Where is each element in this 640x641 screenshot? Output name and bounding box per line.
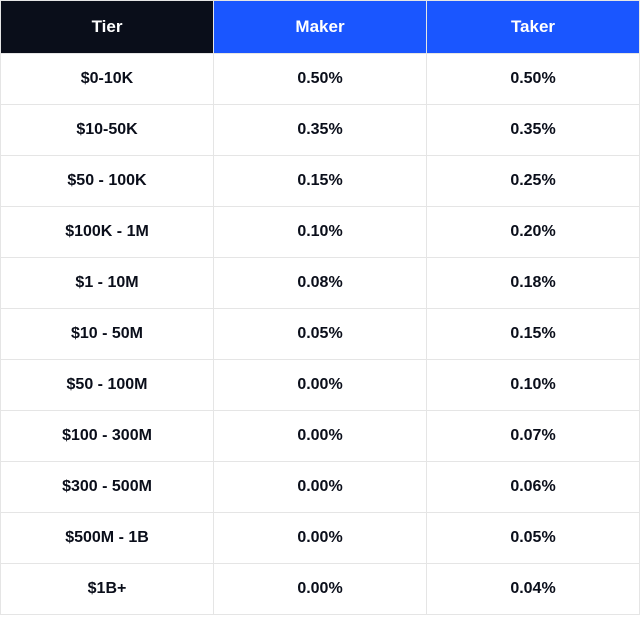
cell-maker: 0.08% — [214, 258, 427, 309]
cell-maker: 0.05% — [214, 309, 427, 360]
cell-taker: 0.15% — [427, 309, 640, 360]
table-row: $50 - 100K 0.15% 0.25% — [1, 156, 640, 207]
cell-tier: $300 - 500M — [1, 462, 214, 513]
cell-tier: $10-50K — [1, 105, 214, 156]
cell-maker: 0.10% — [214, 207, 427, 258]
cell-tier: $50 - 100K — [1, 156, 214, 207]
cell-taker: 0.35% — [427, 105, 640, 156]
cell-maker: 0.35% — [214, 105, 427, 156]
table-row: $500M - 1B 0.00% 0.05% — [1, 513, 640, 564]
cell-tier: $1B+ — [1, 564, 214, 615]
cell-taker: 0.25% — [427, 156, 640, 207]
table-row: $100 - 300M 0.00% 0.07% — [1, 411, 640, 462]
cell-maker: 0.00% — [214, 564, 427, 615]
cell-tier: $50 - 100M — [1, 360, 214, 411]
col-header-maker: Maker — [214, 1, 427, 54]
cell-maker: 0.00% — [214, 462, 427, 513]
table-row: $50 - 100M 0.00% 0.10% — [1, 360, 640, 411]
table-row: $100K - 1M 0.10% 0.20% — [1, 207, 640, 258]
cell-taker: 0.10% — [427, 360, 640, 411]
cell-maker: 0.00% — [214, 513, 427, 564]
cell-maker: 0.00% — [214, 411, 427, 462]
cell-tier: $100 - 300M — [1, 411, 214, 462]
cell-taker: 0.20% — [427, 207, 640, 258]
table-row: $1B+ 0.00% 0.04% — [1, 564, 640, 615]
cell-taker: 0.05% — [427, 513, 640, 564]
table-row: $10-50K 0.35% 0.35% — [1, 105, 640, 156]
cell-tier: $500M - 1B — [1, 513, 214, 564]
cell-taker: 0.18% — [427, 258, 640, 309]
cell-tier: $0-10K — [1, 54, 214, 105]
cell-maker: 0.15% — [214, 156, 427, 207]
table-row: $1 - 10M 0.08% 0.18% — [1, 258, 640, 309]
fee-tier-table: Tier Maker Taker $0-10K 0.50% 0.50% $10-… — [0, 0, 640, 615]
cell-tier: $100K - 1M — [1, 207, 214, 258]
cell-maker: 0.00% — [214, 360, 427, 411]
table-row: $0-10K 0.50% 0.50% — [1, 54, 640, 105]
cell-maker: 0.50% — [214, 54, 427, 105]
col-header-tier: Tier — [1, 1, 214, 54]
table-header-row: Tier Maker Taker — [1, 1, 640, 54]
cell-taker: 0.04% — [427, 564, 640, 615]
cell-tier: $10 - 50M — [1, 309, 214, 360]
cell-tier: $1 - 10M — [1, 258, 214, 309]
table-row: $300 - 500M 0.00% 0.06% — [1, 462, 640, 513]
cell-taker: 0.06% — [427, 462, 640, 513]
cell-taker: 0.07% — [427, 411, 640, 462]
col-header-taker: Taker — [427, 1, 640, 54]
table-row: $10 - 50M 0.05% 0.15% — [1, 309, 640, 360]
cell-taker: 0.50% — [427, 54, 640, 105]
